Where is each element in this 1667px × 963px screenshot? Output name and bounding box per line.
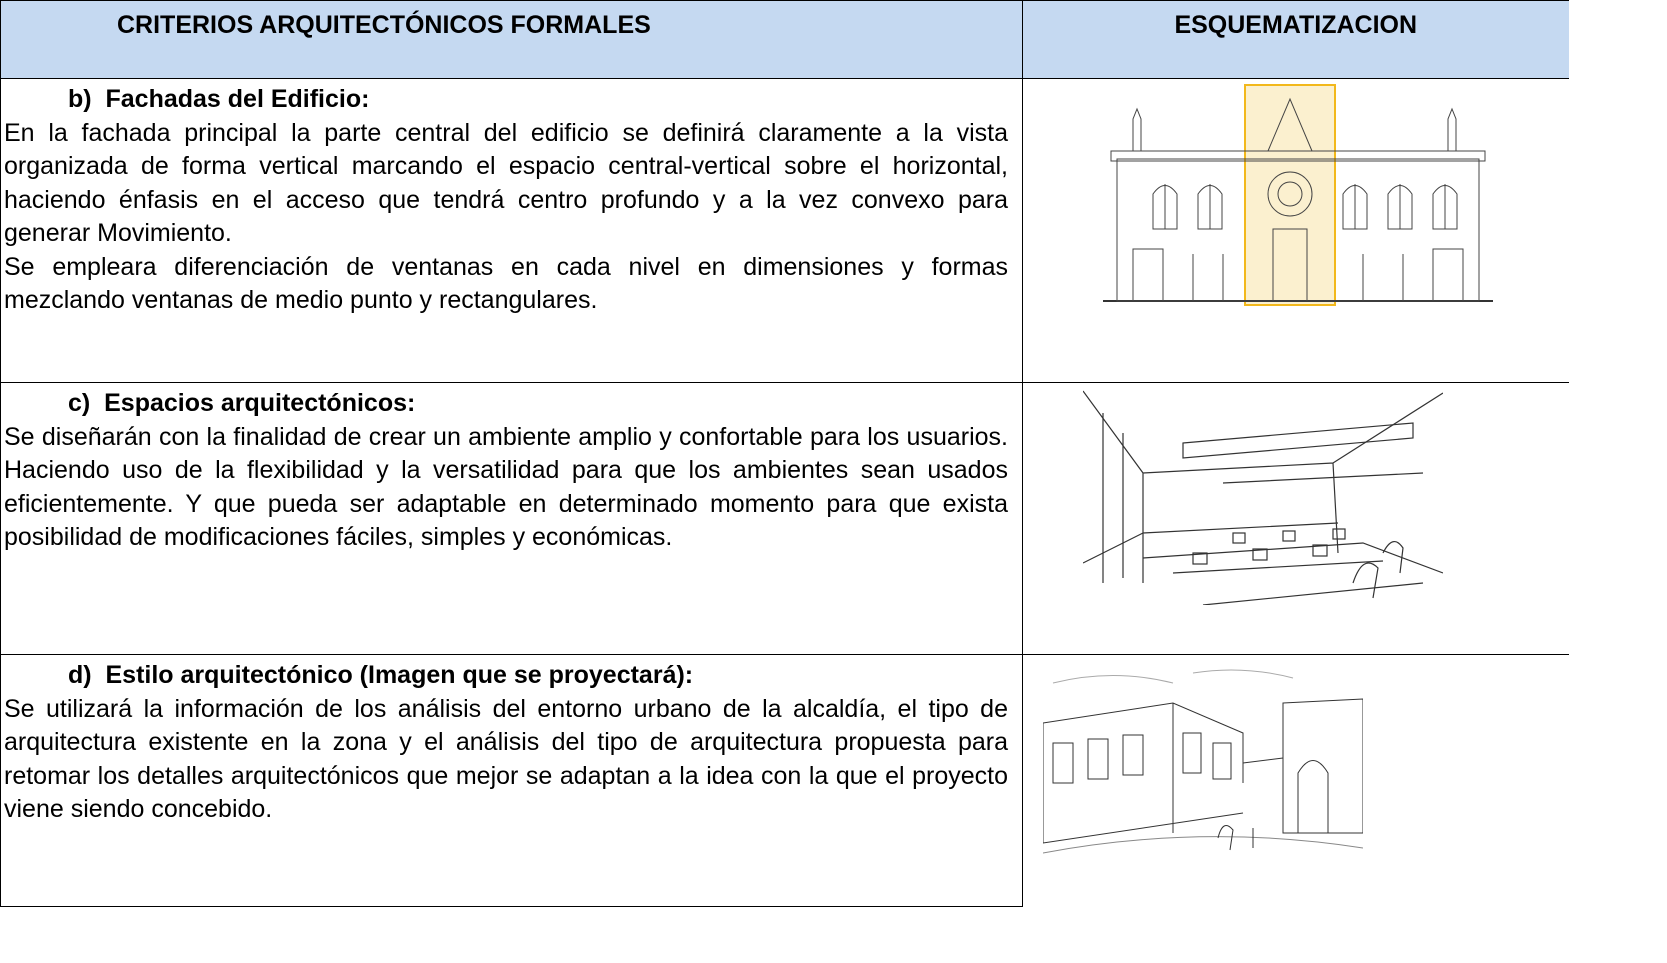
header-row: CRITERIOS ARQUITECTÓNICOS FORMALES ESQUE… [0, 0, 1569, 79]
facade-sketch [1103, 84, 1493, 306]
text-cell: c) Espacios arquitectónicos: Se diseñará… [0, 382, 1023, 655]
header-cell: CRITERIOS ARQUITECTÓNICOS FORMALES [0, 0, 1023, 79]
street-sketch [1043, 669, 1363, 854]
paragraph: En la fachada principal la parte central… [4, 118, 1008, 248]
header-cell: ESQUEMATIZACION [1022, 0, 1569, 79]
image-cell [1022, 654, 1569, 907]
row: c) Espacios arquitectónicos: Se diseñará… [0, 382, 1569, 655]
paragraph: Se utilizará la información de los análi… [4, 694, 1008, 824]
row-heading: c) Espacios arquitectónicos: [68, 389, 416, 417]
row: d) Estilo arquitectónico (Imagen que se … [0, 654, 1569, 907]
paragraph: Se diseñarán con la finalidad de crear u… [4, 422, 1008, 552]
office-sketch [1083, 390, 1443, 605]
row-heading: d) Estilo arquitectónico (Imagen que se … [68, 661, 694, 689]
image-cell [1022, 382, 1569, 655]
criteria-table: CRITERIOS ARQUITECTÓNICOS FORMALES ESQUE… [0, 0, 1569, 907]
paragraph: Se empleara diferenciación de ventanas e… [4, 252, 1008, 315]
image-cell [1022, 78, 1569, 383]
text-cell: d) Estilo arquitectónico (Imagen que se … [0, 654, 1023, 907]
row-heading: b) Fachadas del Edificio: [68, 85, 370, 113]
row: b) Fachadas del Edificio: En la fachada … [0, 78, 1569, 383]
text-cell: b) Fachadas del Edificio: En la fachada … [0, 78, 1023, 383]
